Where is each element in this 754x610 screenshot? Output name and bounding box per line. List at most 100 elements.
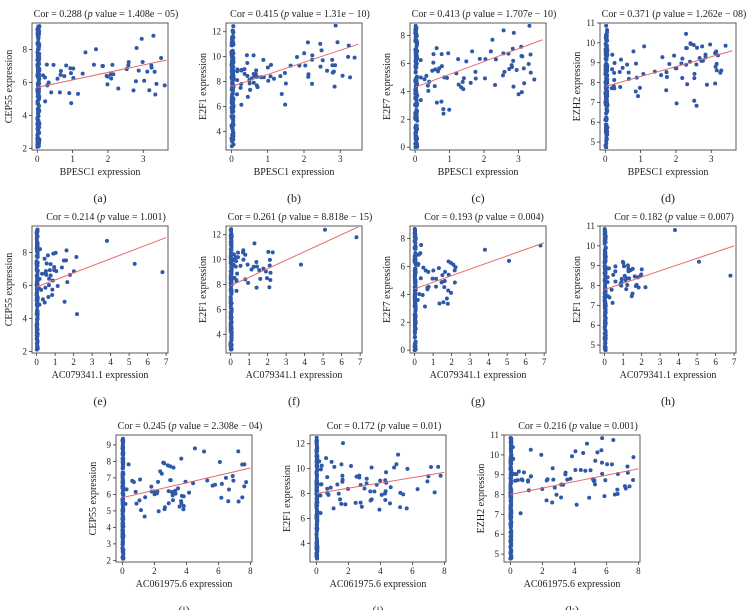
data-point <box>604 107 609 112</box>
data-point <box>62 74 67 79</box>
data-point <box>320 58 325 63</box>
x-tick-label: 6 <box>216 566 221 576</box>
title-prefix: Cor = 0.261 ( <box>228 212 283 223</box>
data-point <box>332 464 337 469</box>
data-point <box>674 66 679 71</box>
data-point <box>231 142 236 147</box>
data-point <box>610 67 615 72</box>
data-point <box>694 103 699 108</box>
data-point <box>120 436 125 441</box>
data-point <box>36 31 41 36</box>
data-point <box>123 501 128 506</box>
data-point <box>604 56 609 61</box>
y-tick-label: 7 <box>107 473 112 483</box>
y-tick-label: 6 <box>23 77 28 87</box>
data-point <box>181 503 186 508</box>
data-point <box>45 253 50 258</box>
data-point <box>235 69 240 74</box>
data-point <box>91 62 96 67</box>
data-point <box>415 42 420 47</box>
data-point <box>625 62 630 67</box>
data-point <box>315 448 320 453</box>
data-point <box>691 42 696 47</box>
data-point <box>508 473 513 478</box>
panel-title: Cor = 0.415 (p value = 1.31e − 10) <box>230 9 370 20</box>
data-point <box>508 516 513 521</box>
data-point <box>603 79 608 84</box>
data-point <box>134 46 139 51</box>
data-point <box>343 502 348 507</box>
data-point <box>674 101 679 106</box>
plot-frame <box>225 225 363 354</box>
data-point <box>605 51 610 56</box>
data-point <box>105 74 110 79</box>
data-point <box>432 490 437 495</box>
data-point <box>229 330 234 335</box>
data-point <box>231 130 236 135</box>
data-point <box>625 263 630 268</box>
y-tick-label: 8 <box>301 489 306 499</box>
data-point <box>228 242 233 247</box>
data-point <box>615 487 620 492</box>
data-point <box>35 346 40 351</box>
data-point <box>314 469 319 474</box>
data-point <box>42 256 47 261</box>
data-point <box>581 450 586 455</box>
data-point <box>519 90 524 95</box>
data-point <box>268 277 273 282</box>
data-point <box>384 470 389 475</box>
data-point <box>245 94 250 99</box>
data-point <box>328 485 333 490</box>
data-point <box>65 280 70 285</box>
data-point <box>314 499 319 504</box>
y-tick-label: 8 <box>591 78 596 88</box>
data-point <box>230 55 235 60</box>
data-point <box>71 66 76 71</box>
data-point <box>412 335 417 340</box>
data-point <box>631 455 636 460</box>
data-point <box>446 51 451 56</box>
point-layer <box>412 227 545 352</box>
data-point <box>108 72 113 77</box>
data-point <box>440 273 445 278</box>
data-point <box>600 436 605 441</box>
data-point <box>526 62 531 67</box>
data-point <box>413 266 418 271</box>
y-tick-label: 9 <box>591 261 596 271</box>
data-point <box>156 479 161 484</box>
data-point <box>248 87 253 92</box>
data-point <box>232 275 237 280</box>
panel-title: Cor = 0.182 (p value = 0.007) <box>614 212 734 223</box>
title-prefix: Cor = 0.371 ( <box>602 9 657 20</box>
data-point <box>121 462 126 467</box>
data-point <box>508 525 513 530</box>
data-point <box>121 555 126 560</box>
data-point <box>611 272 616 277</box>
data-point <box>270 250 275 255</box>
data-point <box>603 240 608 245</box>
data-point <box>412 288 417 293</box>
data-point <box>606 266 611 271</box>
data-point <box>159 56 164 61</box>
data-point <box>692 76 697 81</box>
data-point <box>526 479 531 484</box>
data-point <box>314 463 319 468</box>
x-axis-label: BPESC1 expression <box>60 167 141 178</box>
data-point <box>252 241 257 246</box>
data-point <box>550 500 555 505</box>
point-layer <box>228 227 360 352</box>
data-point <box>602 335 607 340</box>
data-point <box>251 80 256 85</box>
data-point <box>612 70 617 75</box>
data-point <box>414 140 419 145</box>
x-tick-label: 0 <box>413 154 418 164</box>
data-point <box>718 70 723 75</box>
y-tick-label: 5 <box>591 340 596 350</box>
regression-line <box>37 59 167 88</box>
data-point <box>413 279 418 284</box>
data-point <box>587 495 592 500</box>
data-point <box>444 296 449 301</box>
data-point <box>121 514 126 519</box>
x-tick-label: 2 <box>152 566 157 576</box>
data-point <box>261 57 266 62</box>
